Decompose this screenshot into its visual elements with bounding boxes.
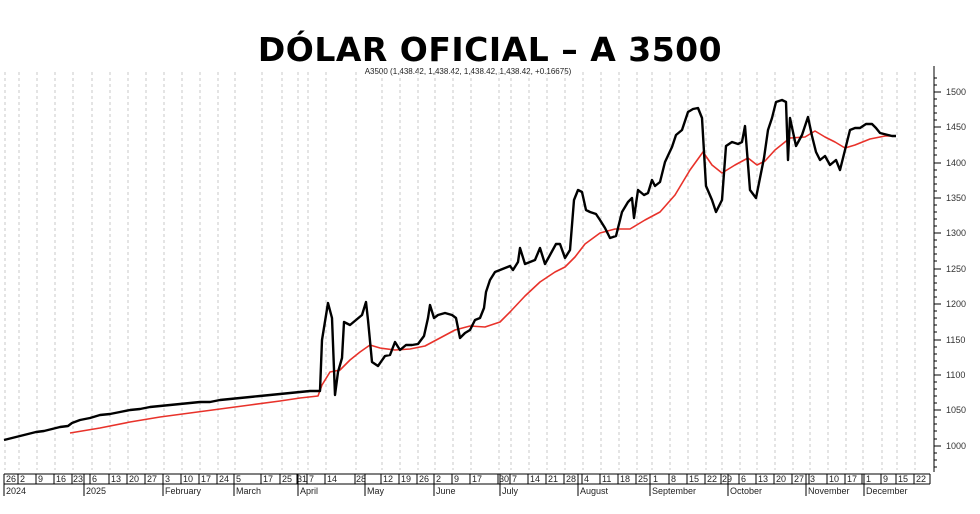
- x-tick-label: 9: [883, 474, 888, 484]
- x-tick-label: 17: [263, 474, 273, 484]
- x-tick-label: 11: [602, 474, 611, 484]
- chart-title: DÓLAR OFICIAL – A 3500: [257, 30, 723, 69]
- x-tick-label: 3: [165, 474, 170, 484]
- x-tick-label: 15: [689, 474, 699, 484]
- y-axis: 1500 1450 1400 1350 1300 1250 1200 1150 …: [933, 66, 966, 472]
- x-tick-label: 8: [671, 474, 676, 484]
- x-tick-label: 6: [92, 474, 97, 484]
- x-tick-label: 12: [383, 474, 393, 484]
- x-month-label: March: [236, 486, 261, 496]
- y-tick-label: 1450: [946, 122, 966, 132]
- x-tick-label: 10: [829, 474, 839, 484]
- x-month-label: May: [367, 486, 385, 496]
- x-month-label: December: [866, 486, 908, 496]
- moving-average-line: [69, 130, 895, 434]
- x-tick-label: 13: [758, 474, 768, 484]
- y-tick-label: 1050: [946, 405, 966, 415]
- x-tick-label: 4: [584, 474, 589, 484]
- x-tick-label: 3: [810, 474, 815, 484]
- x-tick-label: 26: [6, 474, 16, 484]
- x-tick-label: 29: [722, 474, 732, 484]
- x-tick-label: 2: [20, 474, 25, 484]
- x-tick-label: 28: [566, 474, 576, 484]
- x-tick-label: 17: [201, 474, 211, 484]
- y-tick-label: 1350: [946, 193, 966, 203]
- x-tick-label: 14: [327, 474, 337, 484]
- x-tick-label: 17: [472, 474, 482, 484]
- x-tick-label: 31: [297, 474, 307, 484]
- x-tick-label: 22: [916, 474, 926, 484]
- grid-lines: [4, 72, 916, 470]
- x-tick-label: 19: [401, 474, 411, 484]
- x-tick-label: 13: [111, 474, 121, 484]
- x-tick-label: 10: [183, 474, 193, 484]
- x-tick-label: 14: [530, 474, 540, 484]
- chart-subtitle: A3500 (1,438.42, 1,438.42, 1,438.42, 1,4…: [364, 67, 572, 76]
- x-month-label: November: [808, 486, 850, 496]
- x-month-label: October: [730, 486, 762, 496]
- x-tick-label: 20: [776, 474, 786, 484]
- y-tick-label: 1150: [946, 335, 965, 345]
- x-tick-label: 30: [499, 474, 509, 484]
- y-tick-label: 1200: [946, 299, 966, 309]
- x-month-label: June: [436, 486, 456, 496]
- y-tick-label: 1300: [946, 228, 966, 238]
- x-month-label: 2024: [6, 486, 26, 496]
- x-tick-label: 22: [707, 474, 717, 484]
- x-tick-label: 9: [454, 474, 459, 484]
- x-tick-label: 7: [512, 474, 517, 484]
- x-month-label: April: [300, 486, 318, 496]
- x-tick-label: 6: [741, 474, 746, 484]
- x-tick-label: 18: [620, 474, 630, 484]
- x-month-label: 2025: [86, 486, 106, 496]
- x-tick-label: 27: [794, 474, 804, 484]
- x-tick-label: 23: [73, 474, 83, 484]
- x-month-label: September: [652, 486, 696, 496]
- x-tick-label: 27: [147, 474, 157, 484]
- x-tick-label: 17: [847, 474, 857, 484]
- x-tick-label: 20: [129, 474, 139, 484]
- x-tick-label: 15: [898, 474, 908, 484]
- x-tick-label: 9: [38, 474, 43, 484]
- y-tick-label: 1500: [946, 87, 966, 97]
- x-tick-label: 2: [436, 474, 441, 484]
- x-tick-label: 1: [866, 474, 871, 484]
- price-line: [3, 98, 896, 442]
- x-tick-label: 16: [56, 474, 66, 484]
- x-tick-label: 24: [219, 474, 229, 484]
- x-month-label: August: [580, 486, 609, 496]
- x-tick-label: 1: [653, 474, 658, 484]
- x-month-label: July: [502, 486, 519, 496]
- y-tick-label: 1400: [946, 158, 966, 168]
- x-tick-label: 28: [356, 474, 366, 484]
- x-axis: 26 2 9 16 23 6 13 20 27 3 10 17 24 5 17 …: [3, 473, 931, 496]
- x-tick-label: 26: [419, 474, 429, 484]
- x-tick-label: 5: [236, 474, 241, 484]
- x-tick-label: 25: [282, 474, 292, 484]
- y-tick-label: 1100: [946, 370, 965, 380]
- x-tick-label: 25: [638, 474, 648, 484]
- x-month-label: February: [165, 486, 202, 496]
- y-tick-label: 1250: [946, 264, 966, 274]
- x-tick-label: 21: [548, 474, 558, 484]
- x-tick-label: 7: [309, 474, 314, 484]
- y-tick-label: 1000: [946, 441, 966, 451]
